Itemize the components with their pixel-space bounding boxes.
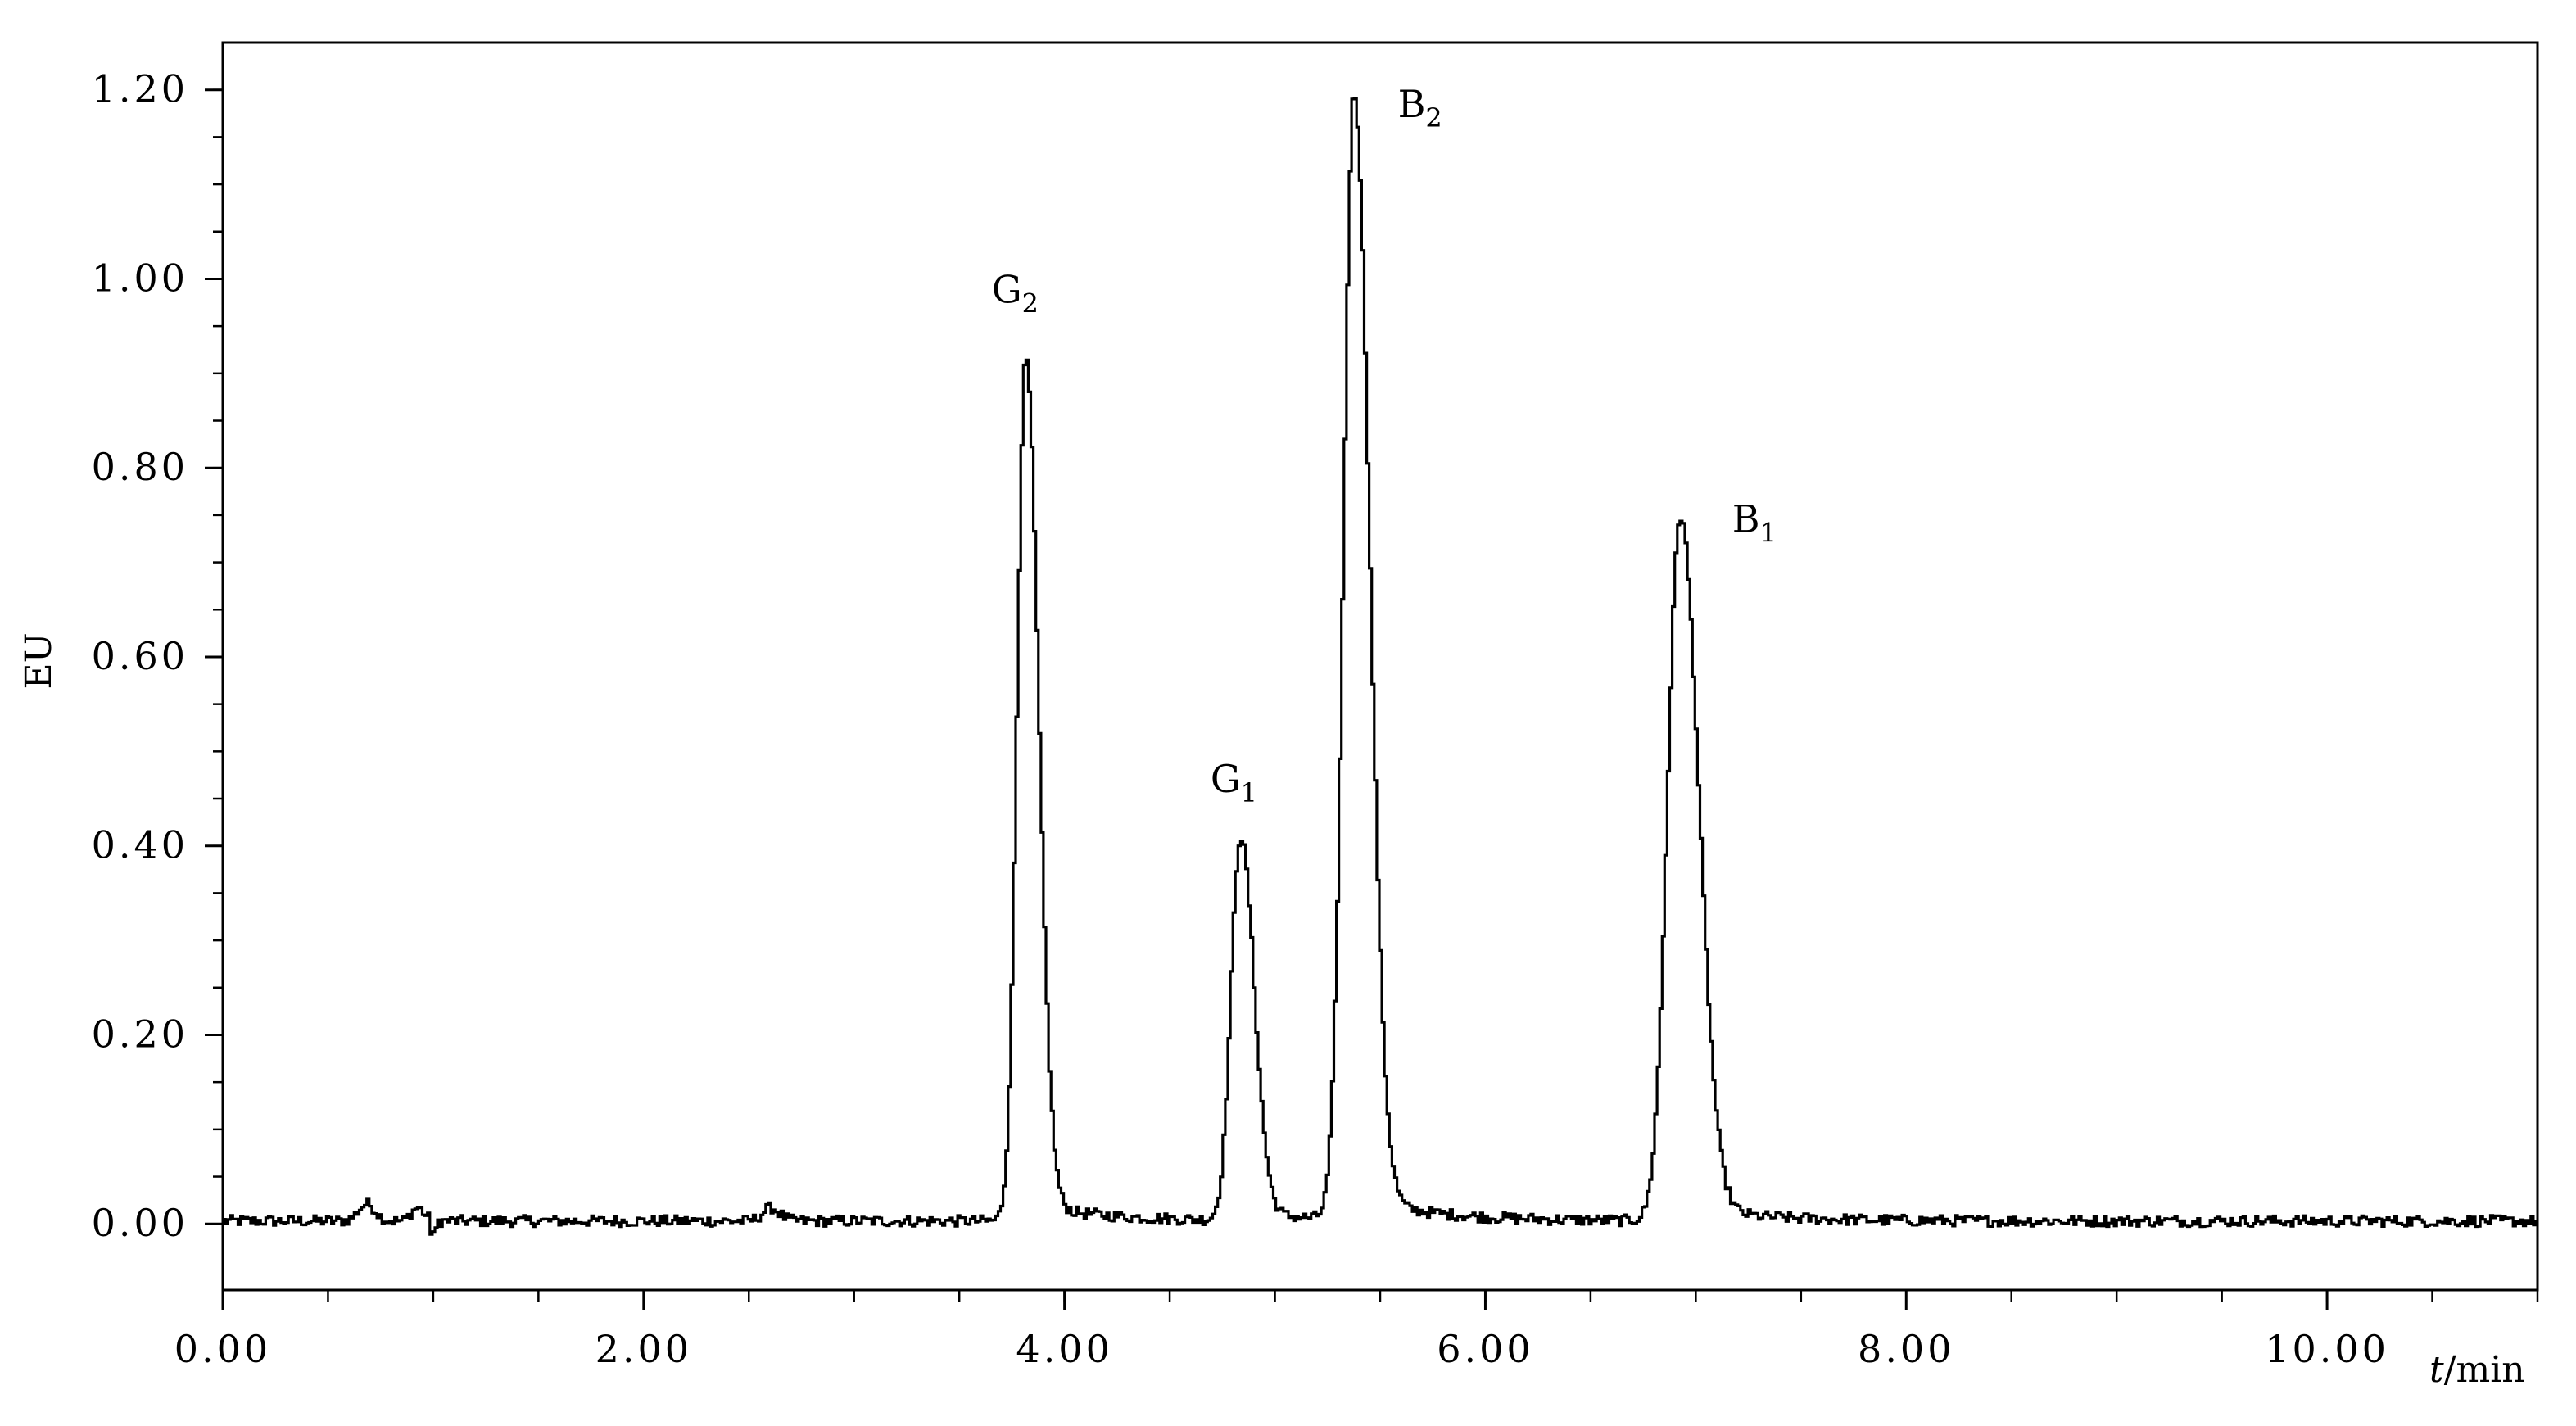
plot-frame [221,41,2539,1292]
x-axis-label: t/min [2429,1349,2525,1391]
x-axis: 0.00 2.00 4.00 6.00 8.00 10.00 [174,1290,2539,1371]
peak-label: G2 [992,267,1039,319]
chromatogram-trace [223,97,2538,1236]
x-tick-label: 4.00 [1016,1327,1112,1371]
x-tick-label: 0.00 [174,1327,271,1371]
x-axis-label-unit: /min [2444,1349,2525,1391]
x-tick-label: 8.00 [1858,1327,1954,1371]
x-tick-label: 2.00 [595,1327,692,1371]
y-tick-label: 0.40 [92,823,188,867]
peak-labels: G2 G1 B2 B1 [992,82,1777,808]
y-axis-label: EU [18,632,60,689]
x-tick-label: 10.00 [2265,1327,2389,1371]
y-tick-label: 1.20 [92,67,188,111]
y-tick-label: 1.00 [92,256,188,300]
y-tick-label: 0.80 [92,445,188,489]
y-axis: 0.00 0.20 0.40 0.60 0.80 1.00 1.20 [92,67,223,1245]
peak-label: B2 [1398,82,1442,134]
x-tick-label: 6.00 [1437,1327,1533,1371]
y-tick-label: 0.60 [92,634,188,678]
y-tick-label: 0.00 [92,1201,188,1245]
x-axis-label-variable: t [2429,1349,2444,1391]
peak-label: B1 [1732,497,1777,549]
y-tick-label: 0.20 [92,1012,188,1056]
peak-label: G1 [1211,757,1257,808]
